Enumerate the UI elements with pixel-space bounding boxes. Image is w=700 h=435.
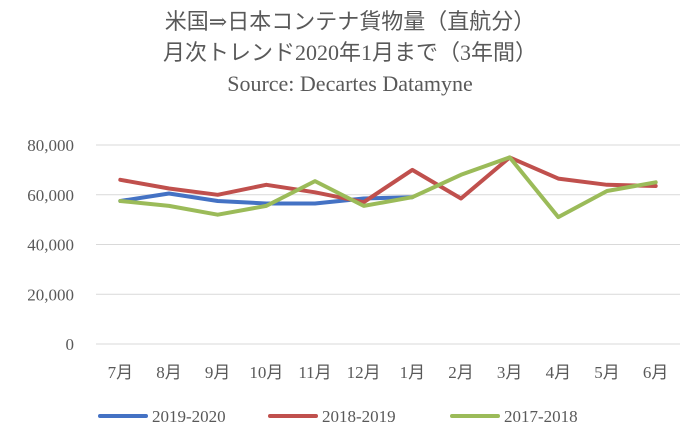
chart-title: 米国⇒日本コンテナ貨物量（直航分） 月次トレンド2020年1月まで（3年間） S…	[0, 6, 700, 99]
x-tick-label: 6月	[643, 363, 669, 382]
gridlines	[96, 144, 680, 345]
x-tick-label: 12月	[347, 363, 381, 382]
x-axis-tick-labels: 7月 8月 9月 10月 11月 12月 1月 2月 3月 4月 5月 6月	[108, 363, 669, 382]
y-tick-label: 40,000	[27, 236, 74, 255]
x-tick-label: 3月	[497, 363, 523, 382]
chart-title-line-2: 月次トレンド2020年1月まで（3年間）	[162, 40, 537, 65]
legend-label: 2018-2019	[322, 407, 396, 426]
x-tick-label: 11月	[298, 363, 331, 382]
x-tick-label: 7月	[108, 363, 134, 382]
series-lines	[118, 155, 658, 220]
series-line-2018-2019	[118, 155, 658, 205]
x-tick-label: 8月	[156, 363, 182, 382]
y-axis-tick-labels: 0 20,000 40,000 60,000 80,000	[27, 136, 74, 354]
legend-label: 2019-2020	[152, 407, 226, 426]
x-tick-label: 10月	[249, 363, 283, 382]
chart-title-line-3: Source: Decartes Datamyne	[227, 71, 473, 96]
x-tick-label: 5月	[594, 363, 620, 382]
y-tick-label: 80,000	[27, 136, 74, 155]
x-tick-label: 4月	[546, 363, 572, 382]
y-tick-label: 0	[66, 335, 75, 354]
series-line-2019-2020	[118, 191, 415, 206]
legend: 2019-2020 2018-2019 2017-2018	[98, 407, 578, 426]
y-tick-label: 60,000	[27, 186, 74, 205]
x-tick-label: 2月	[448, 363, 474, 382]
x-tick-label: 1月	[400, 363, 426, 382]
chart-title-line-1: 米国⇒日本コンテナ貨物量（直航分）	[164, 9, 536, 34]
y-tick-label: 20,000	[27, 285, 74, 304]
series-line-2017-2018	[118, 155, 658, 220]
x-tick-label: 9月	[205, 363, 231, 382]
legend-label: 2017-2018	[504, 407, 578, 426]
